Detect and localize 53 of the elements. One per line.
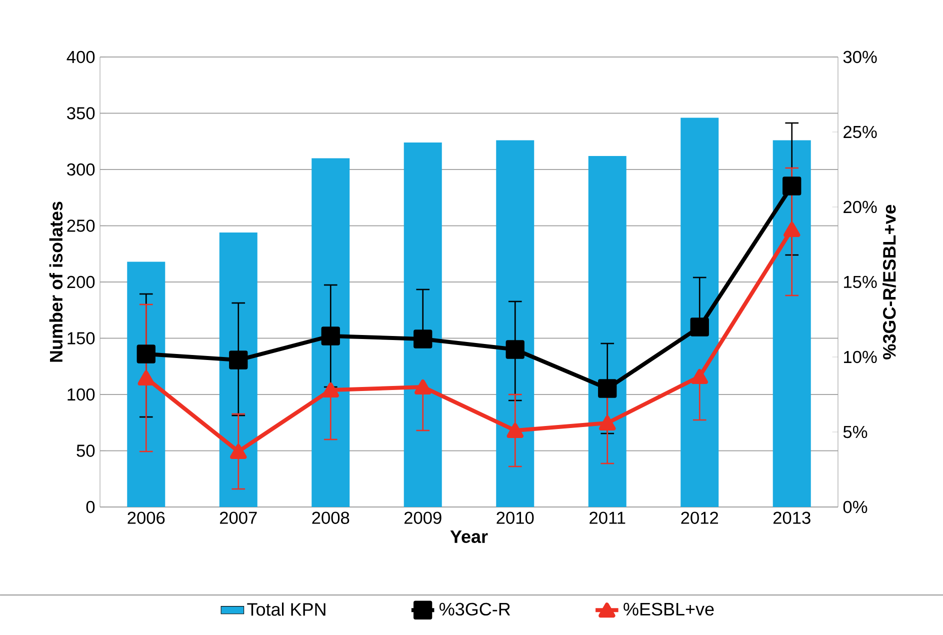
point: [138, 370, 154, 386]
y2-tick-label: 30%: [843, 50, 877, 64]
y-tick-label: 300: [67, 163, 95, 176]
y-tick-label: 200: [67, 276, 95, 288]
y2-tick-label: 20%: [844, 200, 877, 214]
y2-tick-label: 5%: [843, 426, 868, 438]
y-tick-label: 50: [76, 444, 95, 457]
point: [598, 379, 617, 398]
legend-label: %3GC-R: [440, 602, 510, 616]
x-tick-label: 2012: [681, 512, 718, 524]
y-axis-title: Number of isolates: [49, 202, 63, 362]
point: [506, 422, 524, 438]
x-tick-label: 2011: [590, 512, 626, 524]
bar: [312, 158, 350, 507]
y-tick-label: 150: [68, 332, 95, 344]
point: [690, 318, 709, 336]
point: [599, 415, 616, 430]
x-tick-label: 2008: [312, 512, 350, 524]
point: [321, 326, 340, 346]
point: [230, 444, 247, 459]
x-tick-label: 2006: [128, 512, 165, 524]
bar: [772, 140, 811, 507]
y2-tick-label: 25%: [844, 126, 877, 138]
x-tick-label: 2009: [404, 512, 442, 524]
legend-label: %ESBL+ve: [624, 602, 714, 616]
point: [691, 368, 708, 384]
point: [506, 340, 524, 359]
y-tick-label: 350: [67, 107, 95, 120]
x-tick-label: 2010: [496, 512, 534, 524]
y2-tick-label: 10%: [844, 350, 877, 364]
y-tick-label: 100: [68, 388, 95, 401]
bar: [404, 142, 442, 507]
bar: [680, 118, 719, 507]
point: [414, 330, 432, 348]
y-tick-label: 0: [86, 500, 95, 514]
y-tick-label: 250: [67, 220, 95, 232]
bar: [127, 262, 166, 507]
x-tick-label: 2013: [773, 512, 810, 524]
y2-tick-label: 15%: [844, 276, 877, 288]
x-tick-label: 2007: [220, 512, 257, 524]
point: [136, 344, 156, 364]
point: [322, 382, 339, 398]
x-axis-title: Year: [450, 530, 488, 544]
y2-axis-title: %3GC-R/ESBL+ve: [882, 204, 896, 360]
point: [229, 350, 248, 370]
bar: [588, 156, 626, 507]
legend-label: Total KPN: [247, 602, 326, 616]
bar: [496, 140, 534, 507]
y-tick-label: 400: [66, 50, 95, 64]
point: [414, 379, 432, 394]
y2-tick-label: 0%: [843, 500, 868, 514]
point: [784, 222, 800, 237]
point: [782, 176, 802, 196]
